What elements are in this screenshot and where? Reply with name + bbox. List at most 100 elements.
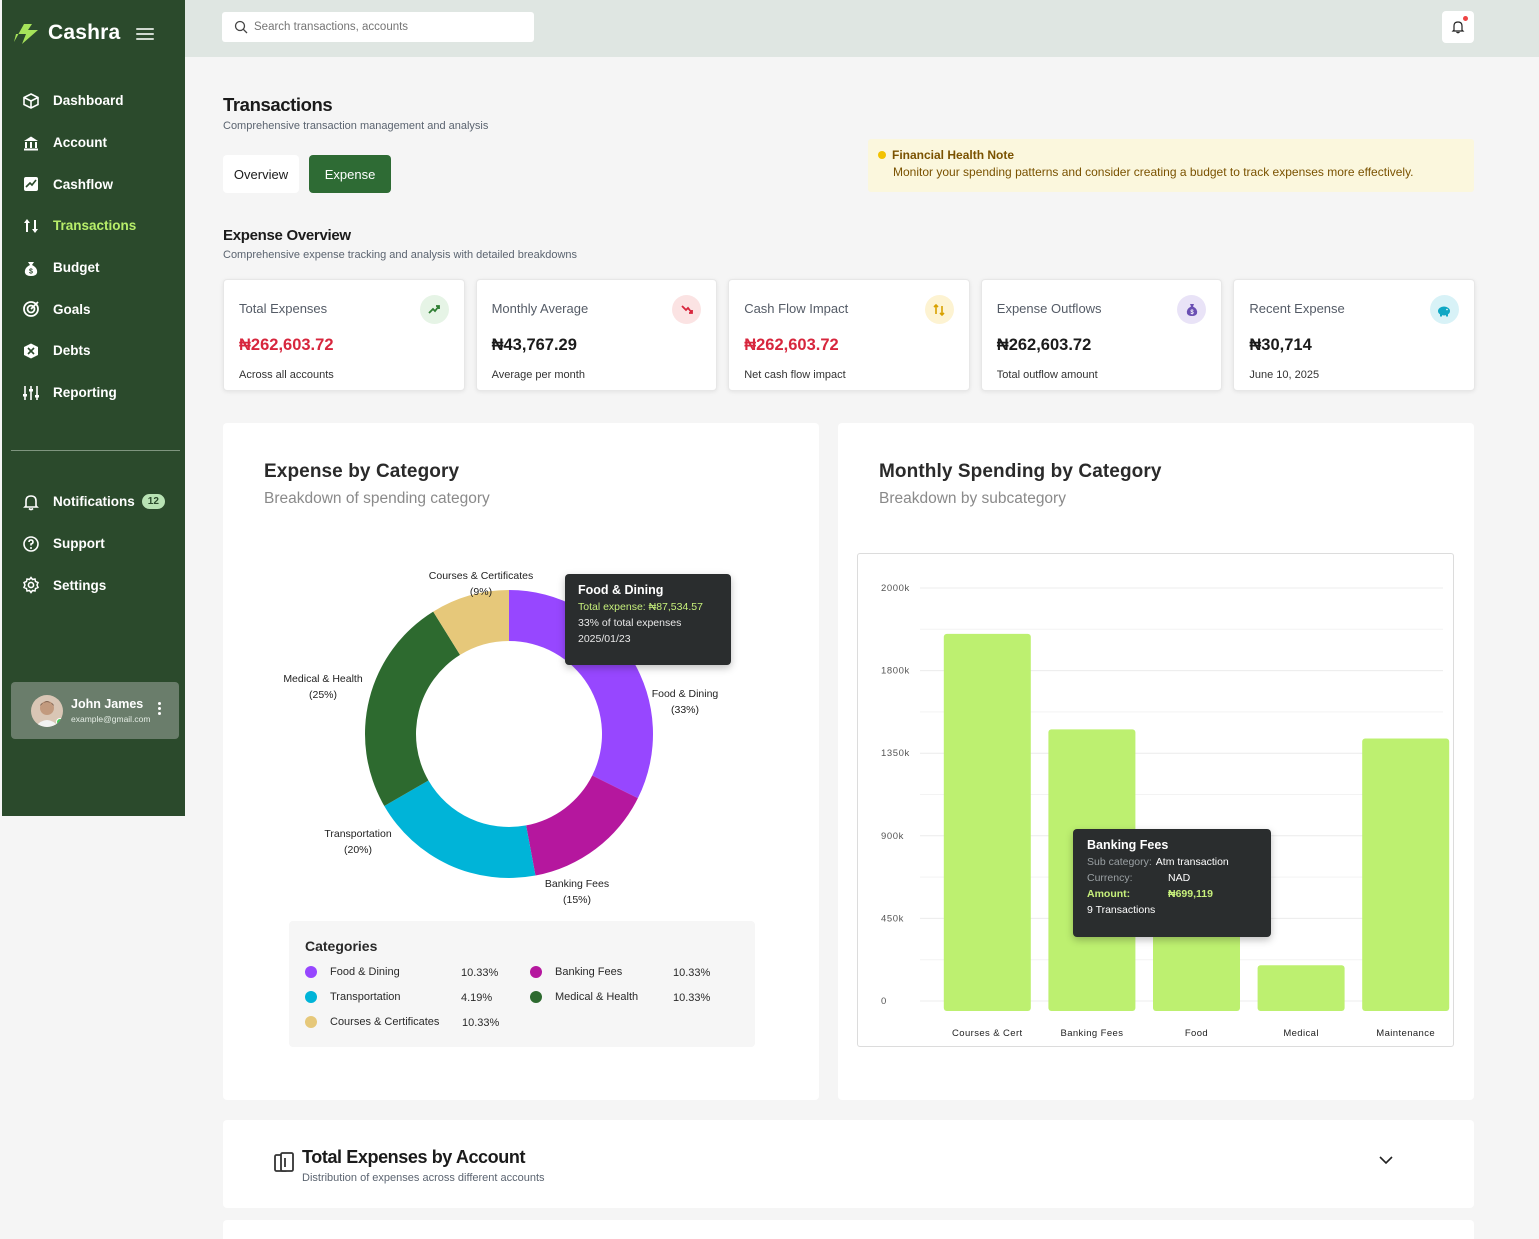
trend-icon [22,175,40,193]
donut-label: Medical & Health (25%) [243,671,403,703]
card-label: Recent Expense [1249,301,1345,316]
sidebar-item-budget[interactable]: $ Budget [2,247,185,289]
card-stack-icon [274,1152,294,1172]
sidebar-item-label: Budget [53,260,100,276]
user-email: example@gmail.com [71,714,151,724]
debt-icon [22,342,40,360]
legend-label: Courses & Certificates [330,1016,440,1028]
y-tick-label: 1800k [881,666,910,677]
note-title: Financial Health Note [892,148,1015,162]
legend-item[interactable]: Food & Dining [305,966,400,978]
x-tick-label: Banking Fees [1060,1028,1123,1039]
sidebar-item-goals[interactable]: Goals [2,288,185,330]
panel-title: Expense by Category [264,461,460,482]
donut-label: Transportation (20%) [278,826,438,858]
y-tick-label: 900k [881,831,904,842]
sidebar-secondary-nav: Notifications 12 Support Settings [2,481,185,606]
y-tick-label: 2000k [881,583,910,594]
card-caption: Net cash flow impact [744,369,846,381]
bar-tooltip: Banking Fees Sub category: Atm transactio… [1073,829,1271,937]
donut-slice-banking-fees[interactable] [526,775,638,876]
sidebar-item-settings[interactable]: Settings [2,564,185,606]
legend-dot [530,991,542,1003]
sidebar-item-label: Settings [53,577,107,593]
donut-label-pct: (15%) [562,894,591,906]
svg-text:$: $ [1190,310,1194,316]
bar-maintenance[interactable] [1362,738,1450,1011]
app-logo[interactable]: Cashra [10,18,120,48]
sidebar-item-debts[interactable]: Debts [2,330,185,372]
card-caption: Total outflow amount [996,369,1098,381]
notification-count-badge: 12 [141,494,165,510]
bell-icon [1451,21,1465,34]
cube-icon [22,92,40,110]
y-tick-label: 450k [881,913,904,924]
bar-chart-frame: 0 450k 900k 1350k 1800k 2000k Courses & Cert Ba… [857,553,1454,1047]
sidebar-item-label: Goals [53,301,91,317]
donut-label-pct: (9%) [469,586,493,598]
bar-courses-cert[interactable] [943,633,1031,1011]
legend-dot [305,991,317,1003]
financial-health-note: Financial Health Note Monitor your spend… [868,139,1474,192]
donut-slice-transportation[interactable] [384,780,536,879]
donut-slice-medical-health[interactable] [365,611,461,806]
summary-card-total-expenses: Total Expenses ₦262,603.72 Across all acco… [223,279,465,391]
sidebar-item-cashflow[interactable]: Cashflow [2,163,185,205]
tooltip-amount-label: Amount: [1087,888,1131,900]
panel-subtitle: Breakdown by subcategory [879,490,1066,507]
tooltip-share: 33% of total expenses [578,617,682,629]
x-tick-label: Medical [1283,1028,1319,1039]
donut-label-name: Transportation [324,828,392,840]
target-icon [22,300,40,318]
sidebar-nav: Dashboard Account Cashflow Transactions $ Bud… [2,80,185,414]
money-bag-icon: $ [22,259,40,277]
accounts-panel[interactable]: Total Expenses by Account Distribution o… [223,1120,1474,1208]
sidebar-item-support[interactable]: Support [2,523,185,565]
legend-percent: 4.19% [461,992,493,1004]
donut-slice-courses-certificates[interactable] [433,590,509,655]
donut-label-name: Medical & Health [283,673,363,685]
menu-toggle-icon[interactable] [136,28,154,40]
legend-item[interactable]: Courses & Certificates [305,1016,439,1028]
card-label: Monthly Average [491,301,589,316]
search-input[interactable] [254,21,524,33]
donut-label: Courses & Certificates (9%) [401,568,561,600]
next-panel [223,1220,1474,1239]
legend-label: Food & Dining [330,966,400,978]
legend-item[interactable]: Transportation [305,991,401,1003]
sidebar-item-reporting[interactable]: Reporting [2,372,185,414]
legend-dot [305,1016,317,1028]
sliders-icon [22,384,40,402]
money-bag-icon: $ [1177,295,1207,324]
x-tick-label: Courses & Cert [952,1028,1023,1039]
sidebar-item-label: Transactions [53,218,137,234]
more-vertical-icon[interactable] [158,702,161,717]
trend-down-icon [672,295,702,324]
card-caption: Average per month [491,369,585,381]
legend-item[interactable]: Banking Fees [530,966,622,978]
notification-button[interactable] [1442,11,1474,43]
chevron-down-icon[interactable] [1378,1152,1394,1168]
bar-medical[interactable] [1257,965,1345,1011]
sidebar-item-label: Support [53,536,105,552]
sidebar-item-account[interactable]: Account [2,122,185,164]
card-value: ₦43,767.29 [491,336,577,354]
card-label: Expense Outflows [996,301,1102,316]
card-value: ₦30,714 [1249,336,1312,354]
tab-overview[interactable]: Overview [223,155,299,193]
svg-text:$: $ [29,268,33,275]
topbar [185,0,1539,57]
sidebar-item-label: Notifications [53,494,135,510]
legend-item[interactable]: Medical & Health [530,991,638,1003]
donut-label-pct: (20%) [343,844,372,856]
tab-expense[interactable]: Expense [309,155,391,193]
avatar [31,694,63,727]
sidebar-item-dashboard[interactable]: Dashboard [2,80,185,122]
legend-label: Transportation [330,991,401,1003]
x-tick-label: Maintenance [1376,1028,1435,1039]
help-icon [22,535,40,553]
user-card[interactable]: John James example@gmail.com [11,682,179,739]
search-box[interactable] [222,12,534,42]
sidebar-item-transactions[interactable]: Transactions [2,205,185,247]
sidebar-item-notifications[interactable]: Notifications 12 [2,481,185,523]
